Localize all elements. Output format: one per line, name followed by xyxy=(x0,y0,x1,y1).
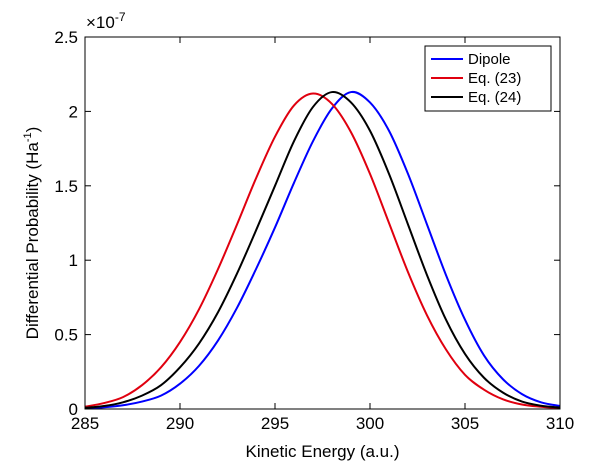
legend-label: Dipole xyxy=(468,51,511,68)
legend-label: Eq. (24) xyxy=(468,89,521,106)
y-multiplier-exponent: -7 xyxy=(115,10,126,24)
series-line-3 xyxy=(84,91,561,409)
x-tick-label: 305 xyxy=(451,414,479,433)
ticks-layer: 285 290 295 300 305 310 0 0.5 1 1.5 2 2.5 xyxy=(54,28,574,433)
x-tick-label: 310 xyxy=(546,414,574,433)
y-axis-label-main: Differential Probability (Ha xyxy=(23,142,42,340)
series-line-1 xyxy=(84,90,561,410)
x-tick-label: 295 xyxy=(261,414,289,433)
x-tick-label: 300 xyxy=(356,414,384,433)
series-layer xyxy=(84,90,561,410)
y-axis-label: Differential Probability (Ha-1) xyxy=(22,127,42,340)
y-tick-label: 2.5 xyxy=(54,28,78,47)
y-tick-label: 1.5 xyxy=(54,177,78,196)
y-multiplier-base: ×10 xyxy=(86,13,115,32)
y-tick-label: 2 xyxy=(69,102,78,121)
x-tick-label: 290 xyxy=(166,414,194,433)
legend: Dipole Eq. (23) Eq. (24) xyxy=(424,45,552,112)
y-axis-multiplier: ×10-7 xyxy=(86,10,126,32)
x-axis-label: Kinetic Energy (a.u.) xyxy=(245,442,399,461)
y-axis-label-superscript: -1 xyxy=(22,132,34,142)
y-tick-label: 0.5 xyxy=(54,326,78,345)
y-tick-label: 1 xyxy=(69,251,78,270)
y-axis-label-close: ) xyxy=(23,127,42,133)
y-tick-label: 0 xyxy=(69,400,78,419)
legend-label: Eq. (23) xyxy=(468,70,521,87)
x-tick-label: 285 xyxy=(71,414,99,433)
plot-frame xyxy=(84,36,561,410)
